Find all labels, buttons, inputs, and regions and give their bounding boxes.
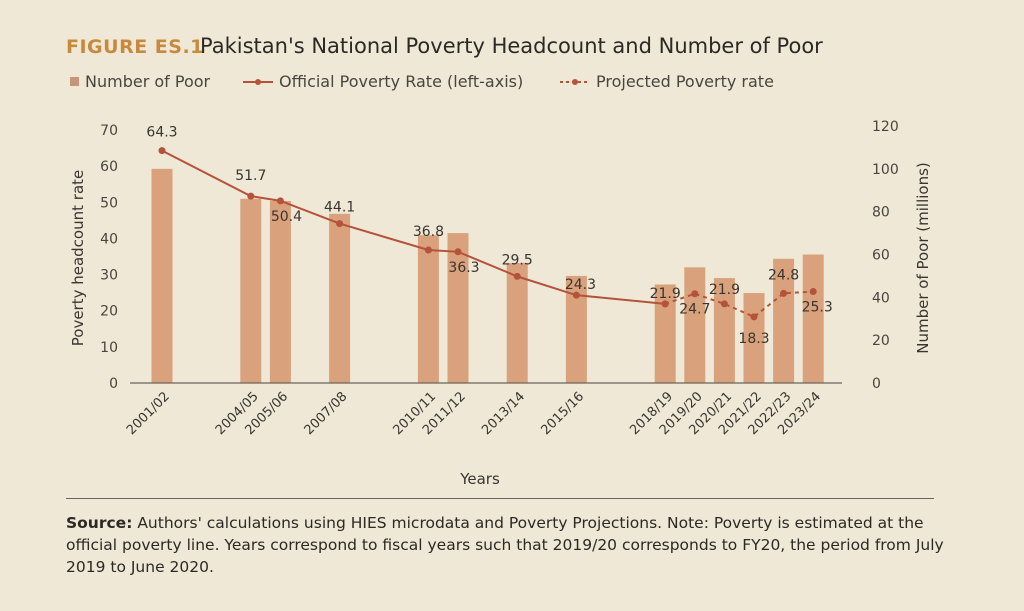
projected-rate-point [661, 300, 669, 308]
bar-number-of-poor [447, 233, 469, 383]
chart-title: Pakistan's National Poverty Headcount an… [200, 34, 823, 58]
legend-label: Number of Poor [85, 72, 211, 91]
y2-tick-label: 20 [872, 333, 890, 349]
official-rate-point [276, 197, 284, 205]
y-tick-label: 40 [100, 231, 118, 247]
bar-number-of-poor [684, 267, 706, 383]
projected-rate-point [780, 289, 788, 297]
projected-rate-data-label: 24.7 [679, 302, 710, 318]
bar-number-of-poor [329, 213, 351, 383]
solid-line-marker-icon [243, 78, 273, 85]
projected-rate-point [691, 290, 699, 298]
projected-rate-point [809, 288, 817, 296]
official-rate-point [454, 248, 462, 256]
bar-number-of-poor [802, 254, 824, 383]
official-rate-point [572, 291, 580, 299]
official-rate-data-label: 36.3 [448, 260, 479, 276]
projected-rate-point [750, 313, 758, 321]
y-tick-label: 0 [109, 376, 118, 392]
official-rate-data-label: 51.7 [235, 168, 266, 184]
official-rate-data-label: 64.3 [146, 125, 177, 141]
x-tick-label: 2001/02 [124, 389, 173, 438]
poverty-chart: 0 10 20 30 40 50 60 70 0 20 40 60 80 100 120 Poverty he… [69, 119, 932, 488]
source-text: Authors' calculations using HIES microda… [66, 514, 944, 576]
official-rate-data-label: 29.5 [502, 252, 533, 268]
y-tick-label: 30 [100, 268, 118, 284]
bar-number-of-poor [773, 258, 795, 383]
projected-rate-point [720, 300, 728, 308]
official-rate-point [158, 147, 166, 155]
x-tick-label: 2015/16 [538, 389, 587, 438]
projected-rate-data-label: 24.8 [768, 267, 799, 283]
y-tick-label: 60 [100, 159, 118, 175]
y2-axis-label: Number of Poor (millions) [914, 162, 932, 354]
legend-label: Projected Poverty rate [596, 72, 774, 91]
y2-tick-label: 120 [872, 119, 899, 135]
official-rate-data-label: 36.8 [413, 224, 444, 240]
bar-number-of-poor [713, 278, 735, 383]
bar-swatch-icon [70, 77, 79, 86]
projected-rate-data-label: 25.3 [802, 300, 833, 316]
official-rate-point [247, 192, 255, 200]
legend-label: Official Poverty Rate (left-axis) [279, 72, 524, 91]
y2-tick-label: 100 [872, 162, 899, 178]
x-axis-label: Years [459, 470, 500, 488]
legend-item-number-of-poor: Number of Poor [70, 72, 210, 91]
official-rate-point [336, 220, 344, 228]
x-tick-label: 2007/08 [302, 389, 351, 438]
bar-number-of-poor [506, 263, 528, 383]
bar-number-of-poor [240, 198, 262, 383]
y-tick-label: 10 [100, 340, 118, 356]
official-rate-data-label: 21.9 [650, 286, 681, 302]
bar-number-of-poor [269, 200, 291, 383]
y-axis-label: Poverty headcount rate [69, 170, 87, 347]
official-rate-point [424, 246, 432, 254]
y-tick-label: 20 [100, 304, 118, 320]
projected-rate-data-label: 18.3 [738, 331, 769, 347]
projected-rate-data-label: 21.9 [709, 282, 740, 298]
legend-item-projected-rate: Projected Poverty rate [560, 72, 774, 91]
official-rate-point [513, 272, 521, 280]
y2-tick-label: 60 [872, 248, 890, 264]
x-tick-label: 2013/14 [479, 389, 528, 438]
bar-number-of-poor [565, 275, 587, 383]
figure-label: FIGURE ES.1 [66, 36, 204, 58]
official-rate-data-label: 50.4 [271, 209, 302, 225]
y-tick-label: 50 [100, 195, 118, 211]
official-rate-data-label: 24.3 [565, 277, 596, 293]
bar-number-of-poor [654, 284, 676, 383]
source-note: Source: Authors' calculations using HIES… [66, 512, 946, 578]
y2-tick-label: 80 [872, 205, 890, 221]
dashed-line-marker-icon [560, 78, 590, 85]
divider [66, 498, 934, 499]
y2-tick-label: 40 [872, 290, 890, 306]
y-tick-label: 70 [100, 123, 118, 139]
legend-item-official-rate: Official Poverty Rate (left-axis) [243, 72, 523, 91]
official-rate-data-label: 44.1 [324, 200, 355, 216]
source-prefix: Source: [66, 514, 133, 532]
bar-number-of-poor [417, 235, 439, 383]
projected-rate-line [664, 290, 814, 319]
y2-tick-label: 0 [872, 376, 881, 392]
bar-number-of-poor [151, 168, 173, 383]
